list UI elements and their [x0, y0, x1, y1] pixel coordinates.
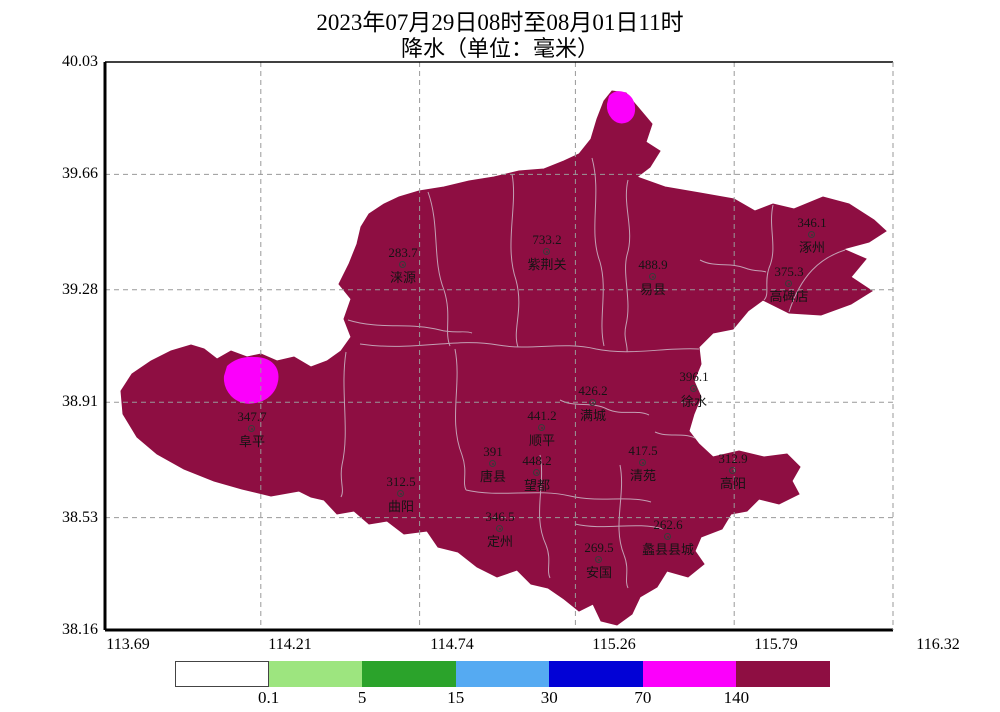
station-marker-icon — [489, 460, 496, 467]
station-name: 涿州 — [798, 240, 826, 255]
station-marker-icon — [664, 533, 671, 540]
gridlines — [105, 62, 893, 630]
station-value: 346.1 — [797, 215, 827, 230]
y-axis-tick-label: 38.91 — [62, 393, 98, 411]
station-value: 417.5 — [628, 443, 658, 458]
precip-70-140-patch-west — [223, 356, 279, 404]
station-value: 441.2 — [527, 408, 557, 423]
station-name: 安国 — [585, 565, 613, 580]
map-title-variable: 降水（单位：毫米） — [400, 36, 599, 61]
legend-color-swatch — [455, 661, 550, 687]
legend-threshold-label: 0.1 — [257, 688, 280, 707]
legend-threshold-label: 5 — [357, 688, 367, 707]
station-marker-icon — [639, 459, 646, 466]
station-marker-icon — [729, 467, 736, 474]
legend-color-swatch — [642, 661, 737, 687]
station-value: 375.3 — [774, 264, 804, 279]
y-axis-tick-label: 40.03 — [62, 53, 98, 70]
station-value: 312.9 — [718, 451, 748, 466]
station-name: 高碑店 — [769, 289, 809, 304]
precip-70-140-patch-north — [606, 91, 636, 124]
station-marker-icon — [589, 399, 596, 406]
plot-frame — [103, 61, 894, 632]
station-value: 262.6 — [653, 517, 683, 532]
station-name: 徐水 — [680, 394, 708, 409]
x-axis-tick-label: 115.79 — [754, 636, 798, 653]
station-marker-icon — [690, 385, 697, 392]
station-marker-icon — [649, 273, 656, 280]
legend-threshold-label: 140 — [723, 688, 750, 707]
legend-color-swatch — [362, 661, 456, 687]
station-marker-icon — [399, 261, 406, 268]
station-value: 733.2 — [532, 232, 562, 247]
station-name: 满城 — [579, 408, 607, 423]
x-axis-tick-label: 116.32 — [916, 636, 960, 653]
station-value: 448.2 — [522, 453, 552, 468]
station-value: 312.5 — [386, 474, 416, 489]
station-name: 蠡县县城 — [641, 542, 695, 557]
map-title-period: 2023年07月29日08时至08月01日11时 — [316, 10, 684, 35]
station-marker-icon — [595, 556, 602, 563]
station-value: 283.7 — [388, 245, 418, 260]
station-marker-icon — [397, 490, 404, 497]
station-name: 阜平 — [238, 434, 266, 449]
station-marker-icon — [248, 425, 255, 432]
y-axis-tick-label: 38.53 — [62, 508, 98, 526]
station-value: 426.2 — [578, 383, 608, 398]
station-name: 唐县 — [479, 469, 507, 484]
county-boundaries — [340, 157, 846, 589]
x-axis-tick-label: 114.74 — [430, 636, 474, 653]
region-polygon — [120, 90, 887, 626]
station-marker-icon — [785, 280, 792, 287]
y-axis-tick-label: 39.66 — [62, 165, 98, 183]
station-name: 易县 — [639, 282, 667, 297]
legend-color-swatch — [549, 661, 643, 687]
station-marker-icon — [496, 525, 503, 532]
station-value: 396.1 — [679, 369, 709, 384]
station-name: 清苑 — [629, 468, 657, 483]
station-marker-icon — [533, 469, 540, 476]
station-name: 紫荆关 — [527, 257, 567, 272]
station-value: 346.5 — [485, 509, 515, 524]
station-name: 定州 — [486, 534, 514, 549]
y-axis-tick-label: 38.16 — [62, 621, 98, 638]
station-name: 涞源 — [389, 270, 417, 285]
legend-color-swatch — [736, 661, 830, 687]
station-marker-icon — [538, 424, 545, 431]
legend-color-swatch — [175, 661, 269, 687]
legend-threshold-label: 30 — [540, 688, 558, 707]
station-marker-icon — [543, 248, 550, 255]
y-axis-tick-label: 39.28 — [62, 280, 98, 298]
station-value: 488.9 — [638, 257, 668, 272]
station-value: 391 — [483, 444, 503, 459]
station-name: 曲阳 — [387, 499, 415, 514]
station-name: 顺平 — [528, 433, 556, 448]
station-name: 望都 — [523, 478, 551, 493]
station-value: 269.5 — [584, 540, 614, 555]
x-axis-tick-label: 113.69 — [106, 636, 150, 653]
legend-color-swatch — [268, 661, 363, 687]
x-axis-tick-label: 114.21 — [268, 636, 312, 653]
legend-threshold-label: 70 — [634, 688, 652, 707]
station-name: 高阳 — [719, 476, 747, 491]
station-marker-icon — [808, 231, 815, 238]
x-axis-tick-label: 115.26 — [592, 636, 636, 653]
station-value: 347.7 — [237, 409, 267, 424]
legend-threshold-label: 15 — [447, 688, 465, 707]
